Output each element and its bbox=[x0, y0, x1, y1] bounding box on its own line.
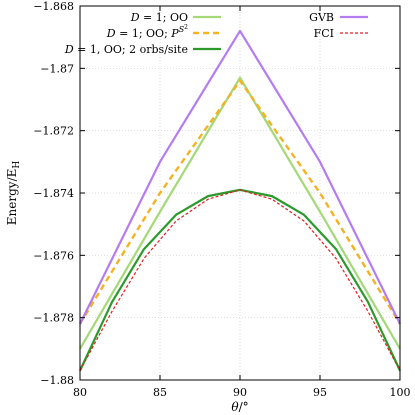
x-tick-label: 100 bbox=[390, 386, 411, 399]
y-ticks: −1.88 −1.878 −1.876 −1.874 −1.872 −1.87 −1.868 bbox=[33, 0, 400, 387]
y-tick-label: −1.87 bbox=[40, 62, 74, 75]
y-tick-label: −1.868 bbox=[33, 0, 74, 13]
y-tick-label: −1.874 bbox=[33, 187, 74, 200]
legend-label: GVB bbox=[309, 11, 334, 24]
x-tick-label: 85 bbox=[153, 386, 167, 399]
y-tick-label: −1.872 bbox=[33, 125, 74, 138]
x-ticks: 80 85 90 95 100 bbox=[73, 6, 411, 399]
x-tick-label: 95 bbox=[313, 386, 327, 399]
y-tick-label: −1.88 bbox=[40, 374, 74, 387]
legend-label: D = 1; OO; PS2 bbox=[106, 24, 188, 40]
legend: D = 1; OOD = 1; OO; PS2 D = 1, OO; 2 orbs… bbox=[64, 11, 368, 56]
series-lines bbox=[78, 29, 402, 372]
grid bbox=[80, 6, 400, 380]
legend-label: FCI bbox=[314, 27, 334, 40]
y-tick-label: −1.876 bbox=[33, 249, 74, 262]
series-line bbox=[79, 76, 401, 350]
y-axis-label: Energy/EH bbox=[5, 161, 22, 226]
y-tick-label: −1.878 bbox=[33, 312, 74, 325]
x-tick-label: 80 bbox=[73, 386, 87, 399]
x-axis-label: θ/° bbox=[231, 400, 248, 414]
x-tick-label: 90 bbox=[233, 386, 247, 399]
series-line bbox=[78, 79, 402, 325]
legend-label: D = 1, OO; 2 orbs/site bbox=[64, 43, 188, 56]
series-line bbox=[79, 189, 401, 371]
legend-label: D = 1; OO bbox=[130, 11, 188, 24]
series-line bbox=[79, 29, 401, 325]
